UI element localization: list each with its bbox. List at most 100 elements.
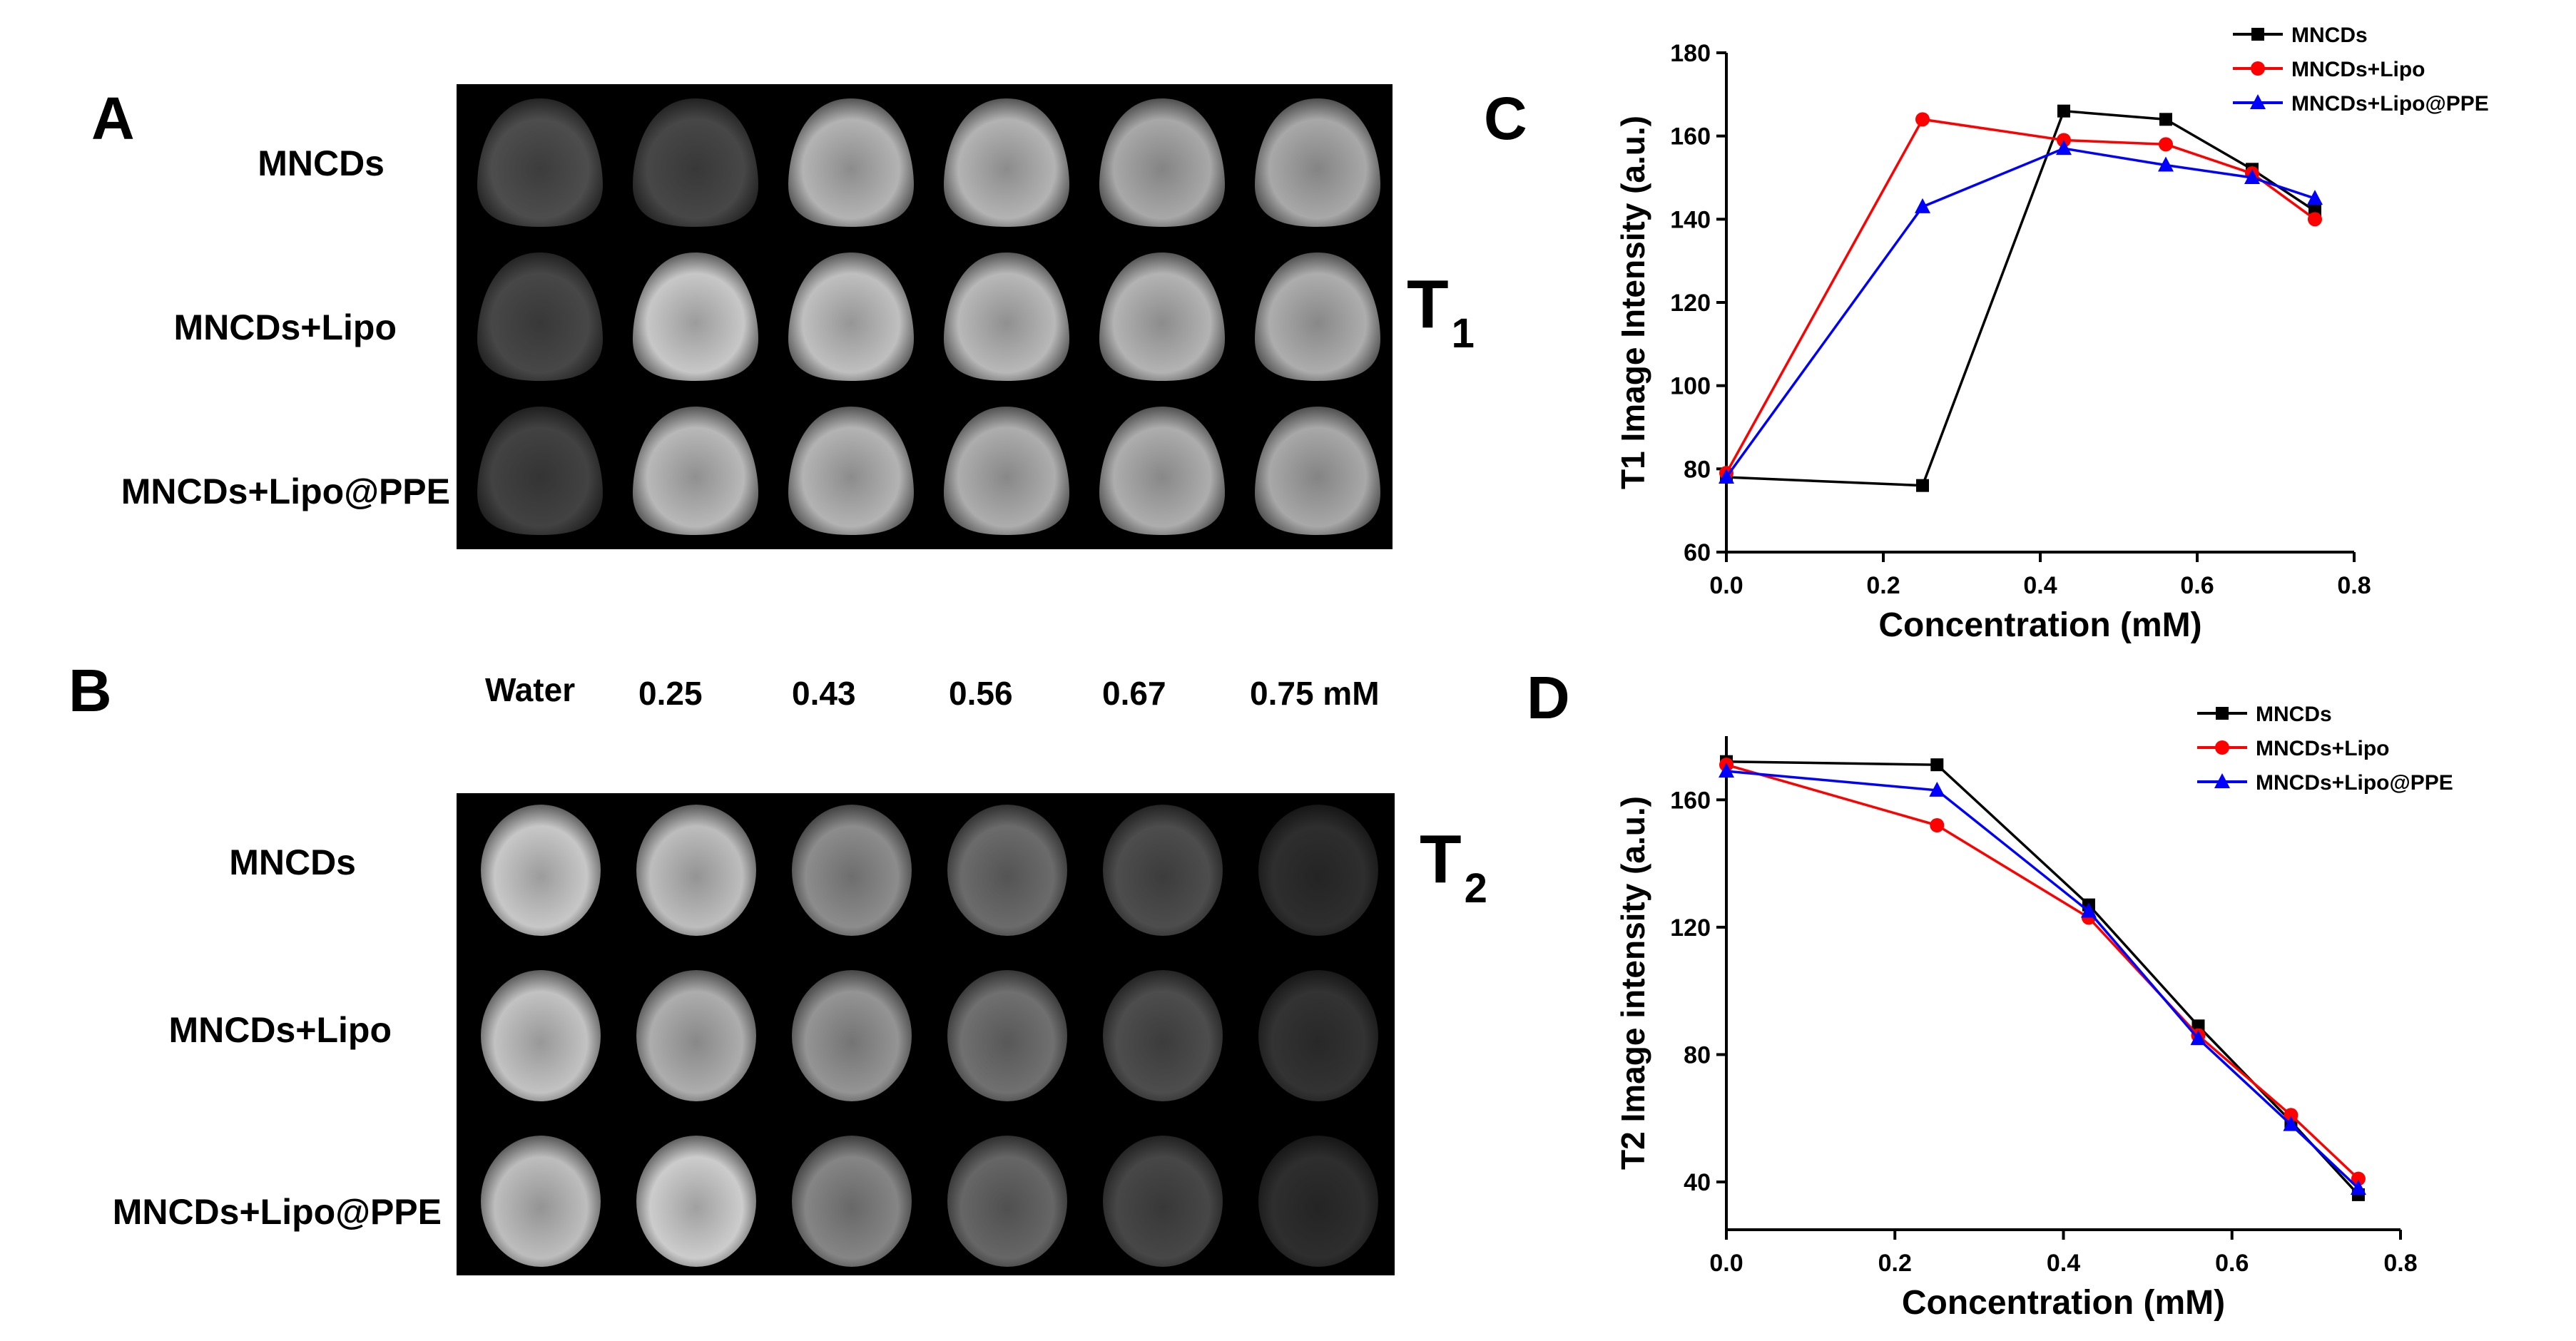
phantom-r3-c6 (1255, 407, 1380, 535)
phantom-r2-c2 (633, 253, 758, 381)
series-line-mncds-lipo (1726, 763, 2360, 1180)
y-tick-label: 120 (1670, 290, 1711, 317)
data-point-mncds-lipo-ppe (1719, 763, 1734, 778)
row-label-mncds: MNCDs (258, 143, 385, 183)
panel-letter-d: D (1527, 664, 1570, 731)
conc-label-water: Water (485, 671, 576, 708)
data-point-mncds-lipo-ppe (1915, 198, 1930, 213)
x-tick-label: 0.4 (2023, 572, 2057, 599)
phantom-r1-c2 (633, 98, 758, 227)
y-tick-label: 160 (1670, 787, 1711, 814)
phantom-r3-c3 (788, 407, 914, 535)
phantom-r2-c1 (481, 970, 601, 1101)
phantom-r3-c1 (477, 407, 603, 535)
phantom-r2-c5 (1103, 970, 1223, 1101)
data-point-mncds-lipo-ppe (2158, 156, 2174, 172)
phantom-r2-c3 (788, 253, 914, 381)
y-tick-label: 180 (1670, 40, 1711, 67)
conc-label-067: 0.67 (1102, 675, 1166, 712)
phantom-r1-c2 (636, 805, 756, 936)
phantom-r1-c3 (788, 98, 914, 227)
mri-t1-image-grid (457, 84, 1393, 549)
phantom-r3-c2 (633, 407, 758, 535)
y-tick-label: 160 (1670, 123, 1711, 151)
x-axis-title: Concentration (mM) (1902, 1284, 2225, 1322)
chart-t1-intensity: 0.0 0.2 0.4 0.6 0.8 60 80 100 120 140 160 180 Concen… (1614, 24, 2489, 644)
chart-t2-intensity: 0.0 0.2 0.4 0.6 0.8 40 80 120 160 Concentration (… (1614, 703, 2453, 1322)
panel-letter-c: C (1484, 85, 1527, 152)
data-point-mncds-lipo-ppe (2080, 902, 2097, 918)
x-tick-label: 0.2 (1866, 572, 1900, 599)
data-point-mncds-lipo (2159, 137, 2173, 152)
phantom-r2-c1 (477, 253, 603, 381)
x-tick-label: 0.0 (1709, 572, 1743, 599)
phantom-r2-c5 (1099, 253, 1225, 381)
legend-label-mncds-lipo: MNCDs+Lipo (2291, 58, 2425, 81)
y-tick-label: 60 (1684, 539, 1711, 566)
y-axis-title: T1 Image Intensity (a.u.) (1614, 116, 1651, 489)
phantom-r1-c5 (1099, 98, 1225, 227)
x-tick-label: 0.0 (1709, 1250, 1743, 1277)
y-tick-label: 120 (1670, 914, 1711, 942)
legend-label-mncds: MNCDs (2291, 24, 2368, 47)
x-tick-label: 0.8 (2383, 1250, 2417, 1277)
row-label-mncds-lipo-ppe: MNCDs+Lipo@PPE (121, 471, 450, 511)
data-point-mncds-lipo (1915, 112, 1930, 127)
phantom-r3-c3 (792, 1136, 912, 1267)
phantom-r3-c1 (481, 1136, 601, 1267)
legend-label-mncds-lipo-ppe: MNCDs+Lipo@PPE (2256, 771, 2453, 795)
row-label-mncds-lipo: MNCDs+Lipo (173, 307, 397, 347)
conc-label-043: 0.43 (792, 675, 856, 712)
data-point-mncds (1916, 479, 1929, 492)
series-line-mncds-lipo-ppe (1725, 147, 2316, 479)
data-point-mncds (1930, 758, 1944, 772)
phantom-r2-c4 (944, 253, 1069, 381)
legend-marker-mncds-lipo (2251, 61, 2265, 76)
legend-label-mncds-lipo-ppe: MNCDs+Lipo@PPE (2291, 92, 2489, 116)
series-line-mncds-lipo (1725, 118, 2316, 474)
series-line-mncds (1726, 760, 2360, 1196)
panel-letter-a: A (91, 85, 135, 152)
data-point-mncds (2159, 113, 2172, 126)
phantom-r3-c6 (1258, 1136, 1378, 1267)
x-tick-label: 0.8 (2337, 572, 2371, 599)
x-tick-label: 0.4 (2047, 1250, 2080, 1277)
conc-label-075: 0.75 mM (1250, 675, 1380, 712)
t1-label: T1 (1407, 266, 1475, 357)
y-tick-label: 80 (1684, 1041, 1711, 1069)
data-point-mncds-lipo (2284, 1108, 2298, 1123)
data-point-mncds-lipo-ppe (2307, 190, 2323, 205)
phantom-r1-c4 (944, 98, 1069, 227)
legend-marker-mncds-lipo (2215, 740, 2229, 755)
data-point-mncds-lipo-ppe (2350, 1179, 2366, 1195)
row-label-mncds-lipo-b: MNCDs+Lipo (168, 1010, 392, 1050)
phantom-r1-c6 (1258, 805, 1378, 936)
legend-marker-mncds (2216, 707, 2229, 720)
panel-letter-b: B (68, 657, 112, 724)
x-axis-title: Concentration (mM) (1878, 606, 2201, 644)
phantom-r3-c5 (1099, 407, 1225, 535)
data-point-mncds-lipo-ppe (2244, 169, 2260, 184)
y-tick-label: 40 (1684, 1169, 1711, 1196)
phantom-r2-c2 (636, 970, 756, 1101)
phantom-r1-c1 (481, 805, 601, 936)
phantom-r2-c3 (792, 970, 912, 1101)
phantom-r2-c6 (1258, 970, 1378, 1101)
conc-label-056: 0.56 (949, 675, 1013, 712)
series-line-mncds-lipo-ppe (1726, 770, 2360, 1190)
row-label-mncds-lipo-ppe-b: MNCDs+Lipo@PPE (112, 1192, 442, 1232)
plot-area (1726, 736, 2401, 1230)
phantom-r3-c4 (947, 1136, 1067, 1267)
phantom-r2-c4 (947, 970, 1067, 1101)
legend-marker-mncds-lipo-ppe (2250, 94, 2266, 109)
y-axis-title: T2 Image intensity (a.u.) (1614, 796, 1651, 1170)
phantom-r1-c5 (1103, 805, 1223, 936)
y-tick-label: 80 (1684, 456, 1711, 483)
data-point-mncds-lipo-ppe (2056, 140, 2072, 155)
mri-t1-phantoms (477, 98, 1380, 535)
row-label-mncds-b: MNCDs (229, 842, 356, 882)
data-point-mncds-lipo-ppe (1929, 781, 1945, 797)
phantom-r1-c6 (1255, 98, 1380, 227)
data-point-mncds-lipo (1930, 818, 1945, 833)
t2-label: T2 (1420, 821, 1487, 912)
